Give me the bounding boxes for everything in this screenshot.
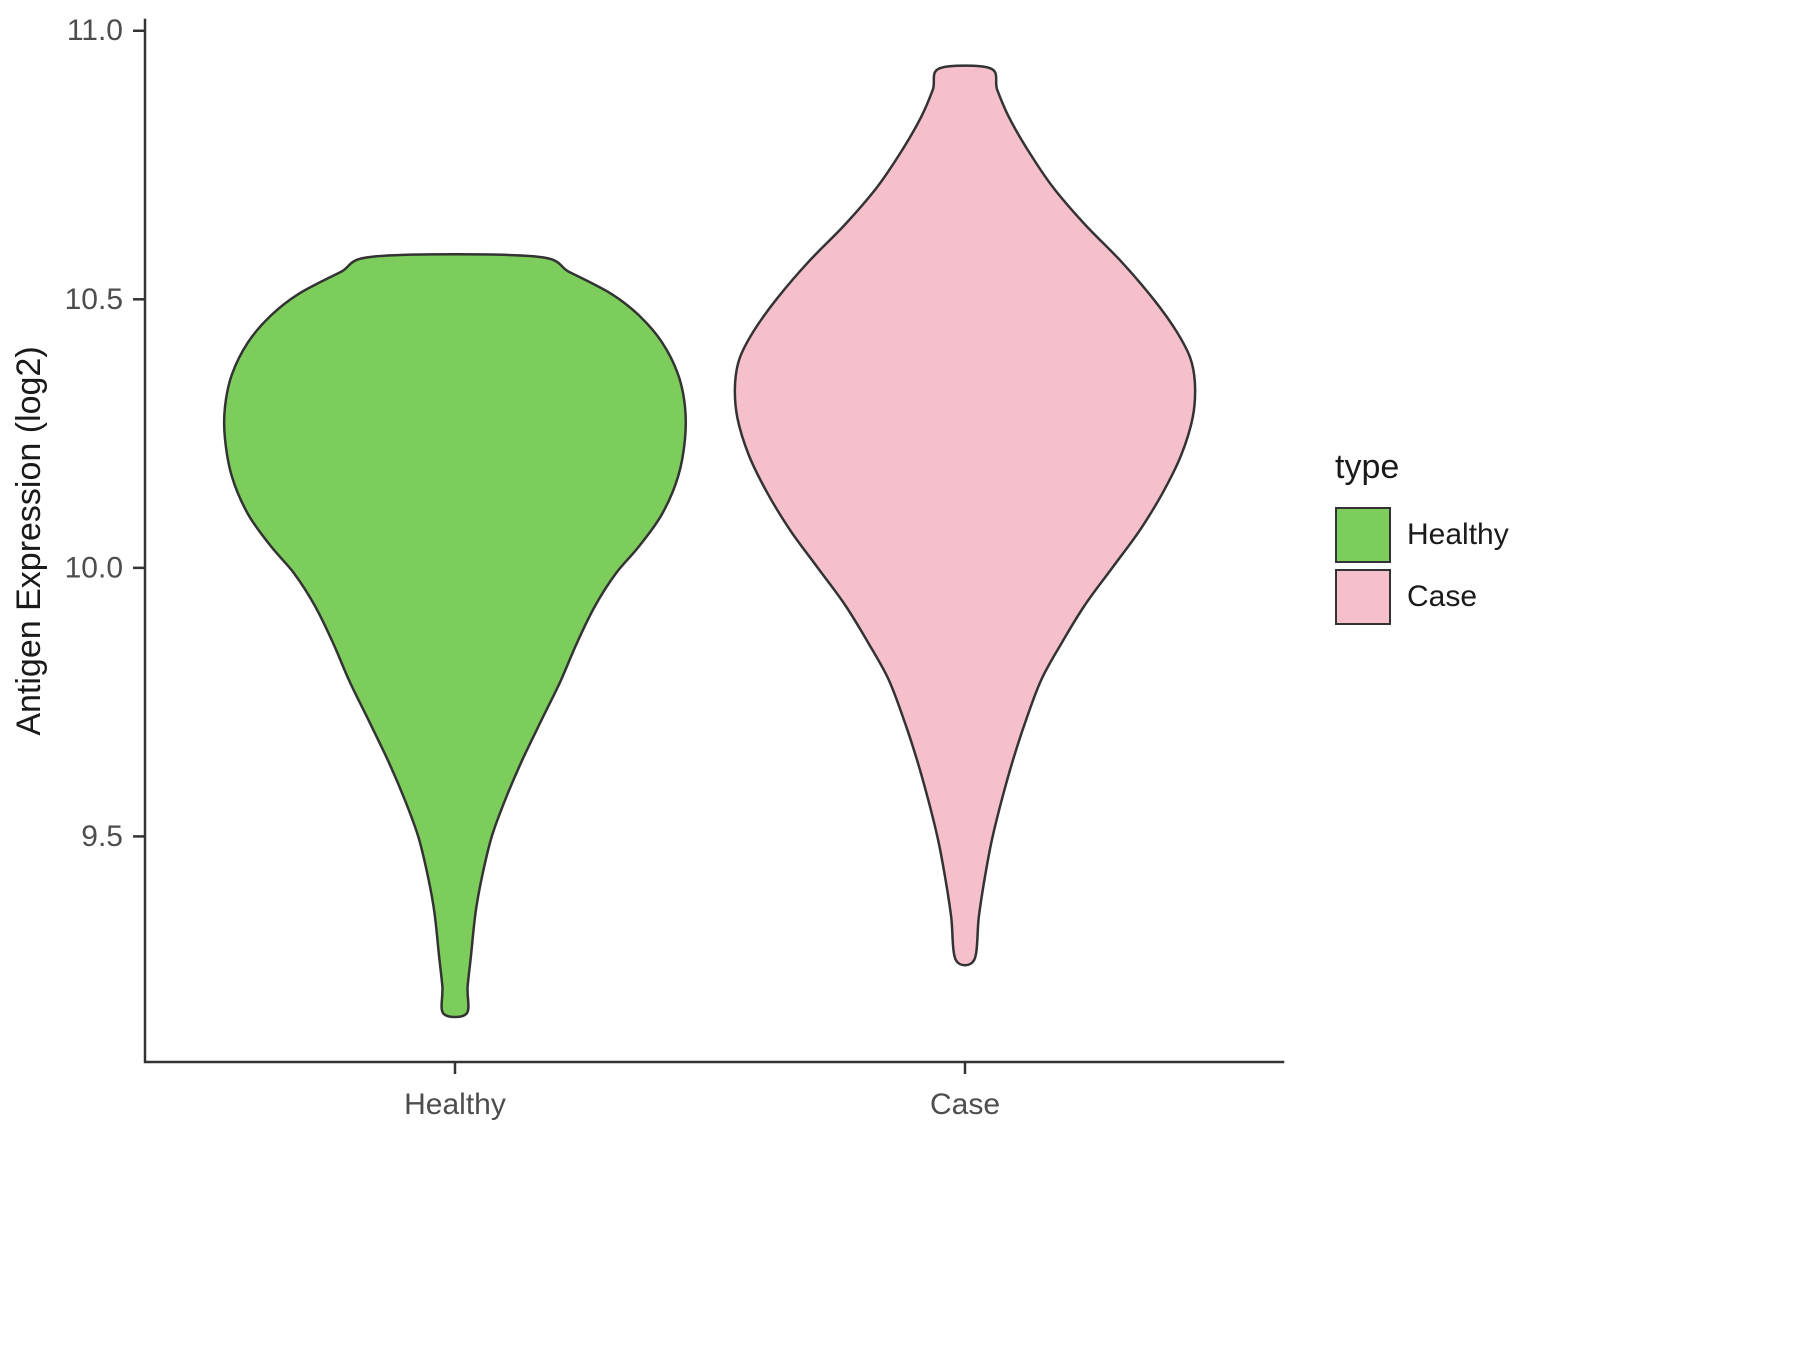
y-tick-label: 10.0 xyxy=(65,551,123,584)
legend: type Healthy Case xyxy=(1335,448,1509,631)
y-tick-label: 10.5 xyxy=(65,283,123,316)
legend-swatch-healthy xyxy=(1335,507,1391,563)
x-category-label: Case xyxy=(930,1088,1000,1121)
legend-label-healthy: Healthy xyxy=(1407,518,1509,551)
violin-healthy xyxy=(222,253,688,1019)
violin-case xyxy=(733,64,1197,967)
legend-item-healthy: Healthy xyxy=(1335,507,1509,563)
x-category-label: Healthy xyxy=(404,1088,506,1121)
legend-label-case: Case xyxy=(1407,580,1478,613)
legend-title: type xyxy=(1335,448,1400,486)
legend-swatch-case xyxy=(1335,569,1391,625)
y-axis-title: Antigen Expression (log2) xyxy=(10,346,48,735)
axis-lines xyxy=(143,18,1285,1064)
legend-item-case: Case xyxy=(1335,569,1509,625)
y-tick-label: 9.5 xyxy=(81,820,123,853)
y-tick-label: 11.0 xyxy=(67,14,123,47)
